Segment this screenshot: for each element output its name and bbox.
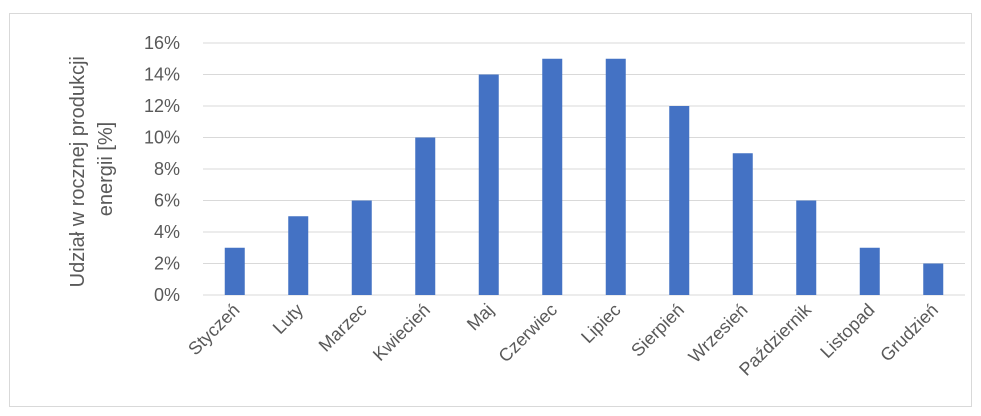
y-tick-label: 12% bbox=[144, 96, 180, 116]
y-tick-label: 10% bbox=[144, 128, 180, 148]
x-tick-label: Maj bbox=[463, 300, 498, 335]
bar bbox=[732, 153, 753, 295]
bar bbox=[288, 216, 309, 295]
x-tick-label: Lipiec bbox=[577, 300, 624, 347]
x-tick-label: Styczeń bbox=[184, 300, 243, 359]
y-tick-label: 2% bbox=[154, 254, 180, 274]
y-axis-title-line-1: Udział w rocznej produkcji bbox=[67, 56, 89, 287]
y-tick-label: 0% bbox=[154, 285, 180, 305]
bars bbox=[224, 58, 944, 295]
x-tick-label: Luty bbox=[269, 300, 307, 338]
gridlines bbox=[203, 42, 965, 296]
bar bbox=[923, 263, 944, 295]
y-tick-label: 14% bbox=[144, 65, 180, 85]
y-tick-label: 6% bbox=[154, 191, 180, 211]
x-tick-label: Kwiecień bbox=[369, 300, 434, 365]
y-axis-tick-labels: 0% 2% 4% 6% 8% 10% 12% 14% 16% bbox=[144, 33, 180, 305]
bar bbox=[542, 58, 563, 295]
bar bbox=[478, 74, 499, 295]
y-tick-label: 4% bbox=[154, 222, 180, 242]
y-axis-title: Udział w rocznej produkcji energii [%] bbox=[67, 51, 117, 288]
bar bbox=[224, 247, 245, 295]
bar bbox=[605, 58, 626, 295]
x-tick-label: Grudzień bbox=[876, 300, 942, 366]
bar bbox=[415, 137, 436, 295]
x-tick-label: Listopad bbox=[816, 300, 878, 362]
x-tick-label: Sierpień bbox=[627, 300, 688, 361]
bar bbox=[669, 106, 690, 295]
x-tick-label: Wrzesień bbox=[685, 300, 752, 367]
y-axis-title-line-2: energii [%] bbox=[95, 122, 117, 217]
x-tick-label: Marzec bbox=[315, 300, 371, 356]
bar bbox=[351, 200, 372, 295]
y-tick-label: 16% bbox=[144, 33, 180, 53]
bar bbox=[859, 247, 880, 295]
x-tick-label: Czerwiec bbox=[495, 300, 561, 366]
bar bbox=[796, 200, 817, 295]
y-tick-label: 8% bbox=[154, 159, 180, 179]
